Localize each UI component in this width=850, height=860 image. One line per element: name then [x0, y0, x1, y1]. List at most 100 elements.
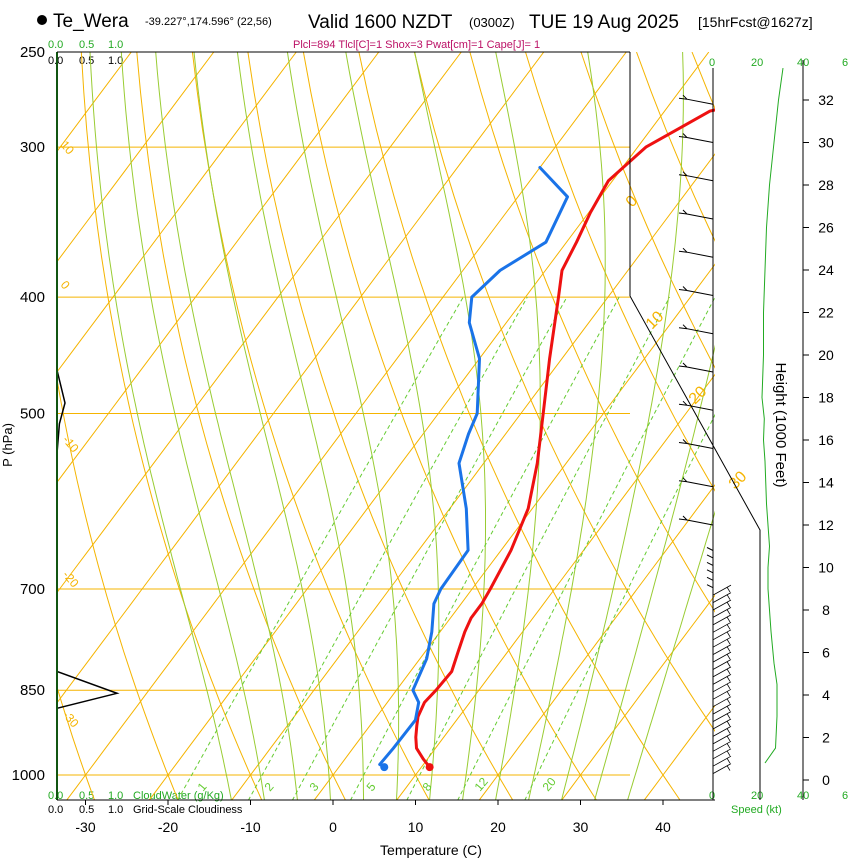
moist-adiabat-line — [414, 52, 486, 800]
moist-adiabat-line — [236, 52, 364, 800]
wind-barb — [678, 362, 714, 373]
surface-dewpoint-dot — [380, 763, 389, 772]
dry-adiabat-line — [80, 52, 263, 800]
isotherm-line — [57, 52, 297, 373]
speed-axis-label: Speed (kt) — [731, 804, 782, 816]
station-coords: -39.227°,174.596° (22,56) — [145, 16, 272, 28]
speed-tick-top-20: 20 — [751, 57, 763, 69]
wind-barb — [712, 666, 732, 678]
isotherm-line — [313, 263, 715, 800]
p-tick-label: 1000 — [12, 767, 45, 784]
wind-barb — [706, 561, 714, 566]
stability-params: Plcl=894 Tlcl[C]=1 Shox=3 Pwat[cm]=1 Cap… — [293, 39, 540, 51]
moist-adiabat-line — [627, 510, 715, 800]
speed-tick-top-6: 6 — [842, 57, 848, 69]
wind-barb — [712, 688, 732, 700]
wind-barb — [712, 733, 732, 745]
p-tick-label: 500 — [20, 406, 45, 423]
mixing-ratio-line — [247, 296, 528, 800]
wind-barb — [712, 599, 732, 611]
x-tick-label: 0 — [329, 819, 337, 835]
wind-barb — [712, 651, 732, 663]
speed-tick-bottom-20: 20 — [751, 790, 763, 802]
moist-adiabat-line — [495, 52, 541, 800]
wind-barb — [706, 569, 714, 574]
wind-barb — [678, 400, 714, 411]
height-tick-label: 6 — [822, 645, 830, 661]
axes: -30 -20 -10 0 10 20 30 402503004005007008501000… — [12, 44, 834, 835]
isotherm-line — [57, 52, 545, 704]
wind-barb — [712, 592, 732, 603]
wind-barb — [712, 755, 732, 767]
wind-barb — [712, 644, 732, 655]
utc-time: (0300Z) — [469, 15, 515, 30]
height-tick-label: 2 — [822, 730, 830, 746]
dry-adiabat-line — [191, 52, 430, 800]
wind-barb — [678, 94, 714, 105]
forecast-info: [15hrFcst@1627z] — [698, 14, 813, 30]
moist-adiabat-line — [594, 344, 715, 800]
height-tick-label: 4 — [822, 687, 830, 703]
x-tick-label: 20 — [490, 819, 506, 835]
dry-adiabat-line — [748, 52, 850, 800]
p-tick-label: 700 — [20, 581, 45, 598]
height-tick-label: 26 — [818, 220, 834, 236]
wind-barb — [712, 681, 732, 693]
title-bullet — [37, 15, 47, 25]
wind-barb — [678, 209, 714, 220]
mixing-ratio-line — [291, 296, 568, 800]
y-axis-label: P (hPa) — [0, 423, 15, 467]
cloudiness-scale-bottom-0: 0.0 — [48, 804, 63, 816]
dry-adiabat-label: -20 — [60, 568, 82, 591]
mixing-ratio-line — [406, 296, 671, 800]
wind-barb — [678, 477, 714, 488]
cloudiness-scale-top-1: 1.0 — [108, 55, 123, 67]
height-tick-label: 0 — [822, 772, 830, 788]
wind-barb — [706, 554, 714, 559]
height-tick-label: 22 — [818, 305, 834, 321]
mixing-ratio-label: 20 — [540, 774, 560, 793]
wind-barb — [712, 703, 732, 715]
p-tick-label: 300 — [20, 139, 45, 156]
wind-barb — [678, 515, 714, 526]
mixing-ratio-label: 12 — [472, 774, 492, 793]
mixing-ratio-label: 8 — [420, 780, 435, 794]
wind-barb — [678, 286, 714, 296]
moist-adiabat-line — [89, 52, 232, 800]
dry-adiabat-line — [413, 52, 715, 733]
cloudiness-scale-bottom-1: 1.0 — [108, 804, 123, 816]
dry-adiabat-line — [57, 376, 179, 800]
p-tick-label: 850 — [20, 682, 45, 699]
dry-adiabat-label: -30 — [60, 708, 82, 731]
isotherm-line — [231, 153, 715, 800]
height-tick-label: 14 — [818, 475, 834, 491]
wind-barb — [712, 718, 732, 730]
valid-time: Valid 1600 NZDT — [308, 12, 453, 33]
moist-adiabat-line — [561, 52, 684, 800]
cloudwater-scale-bottom-0: 0.0 — [48, 790, 63, 802]
wind-barb — [712, 696, 732, 708]
isotherm-line — [57, 52, 462, 594]
wind-barb — [706, 576, 714, 581]
wind-barb — [706, 584, 714, 589]
isotherm-line — [478, 484, 715, 800]
x-tick-label: -30 — [75, 819, 95, 835]
surface-temperature-dot — [425, 763, 434, 772]
wind-barb — [712, 629, 732, 641]
height-tick-label: 12 — [818, 517, 834, 533]
mixing-ratio-line — [524, 413, 715, 800]
wind-barb — [712, 748, 732, 760]
mixing-ratio-line — [177, 296, 464, 800]
wind-barb — [712, 726, 732, 737]
p-tick-label: 400 — [20, 289, 45, 306]
height-tick-label: 8 — [822, 602, 830, 618]
dry-adiabat-line — [358, 52, 681, 800]
wind-barb — [712, 621, 732, 633]
dry-adiabat-label: 0 — [58, 278, 73, 292]
cloudiness-label: Grid-Scale Cloudiness — [133, 804, 243, 816]
isotherm-line — [57, 52, 380, 484]
moist-adiabat-line — [193, 52, 331, 800]
moist-adiabat-label: 30 — [726, 468, 751, 493]
wind-barb — [678, 324, 714, 335]
p-tick-label: 250 — [20, 44, 45, 61]
